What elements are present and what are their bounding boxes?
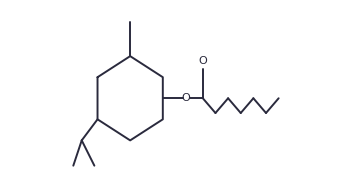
Text: O: O [198,56,207,66]
Text: O: O [181,93,190,103]
